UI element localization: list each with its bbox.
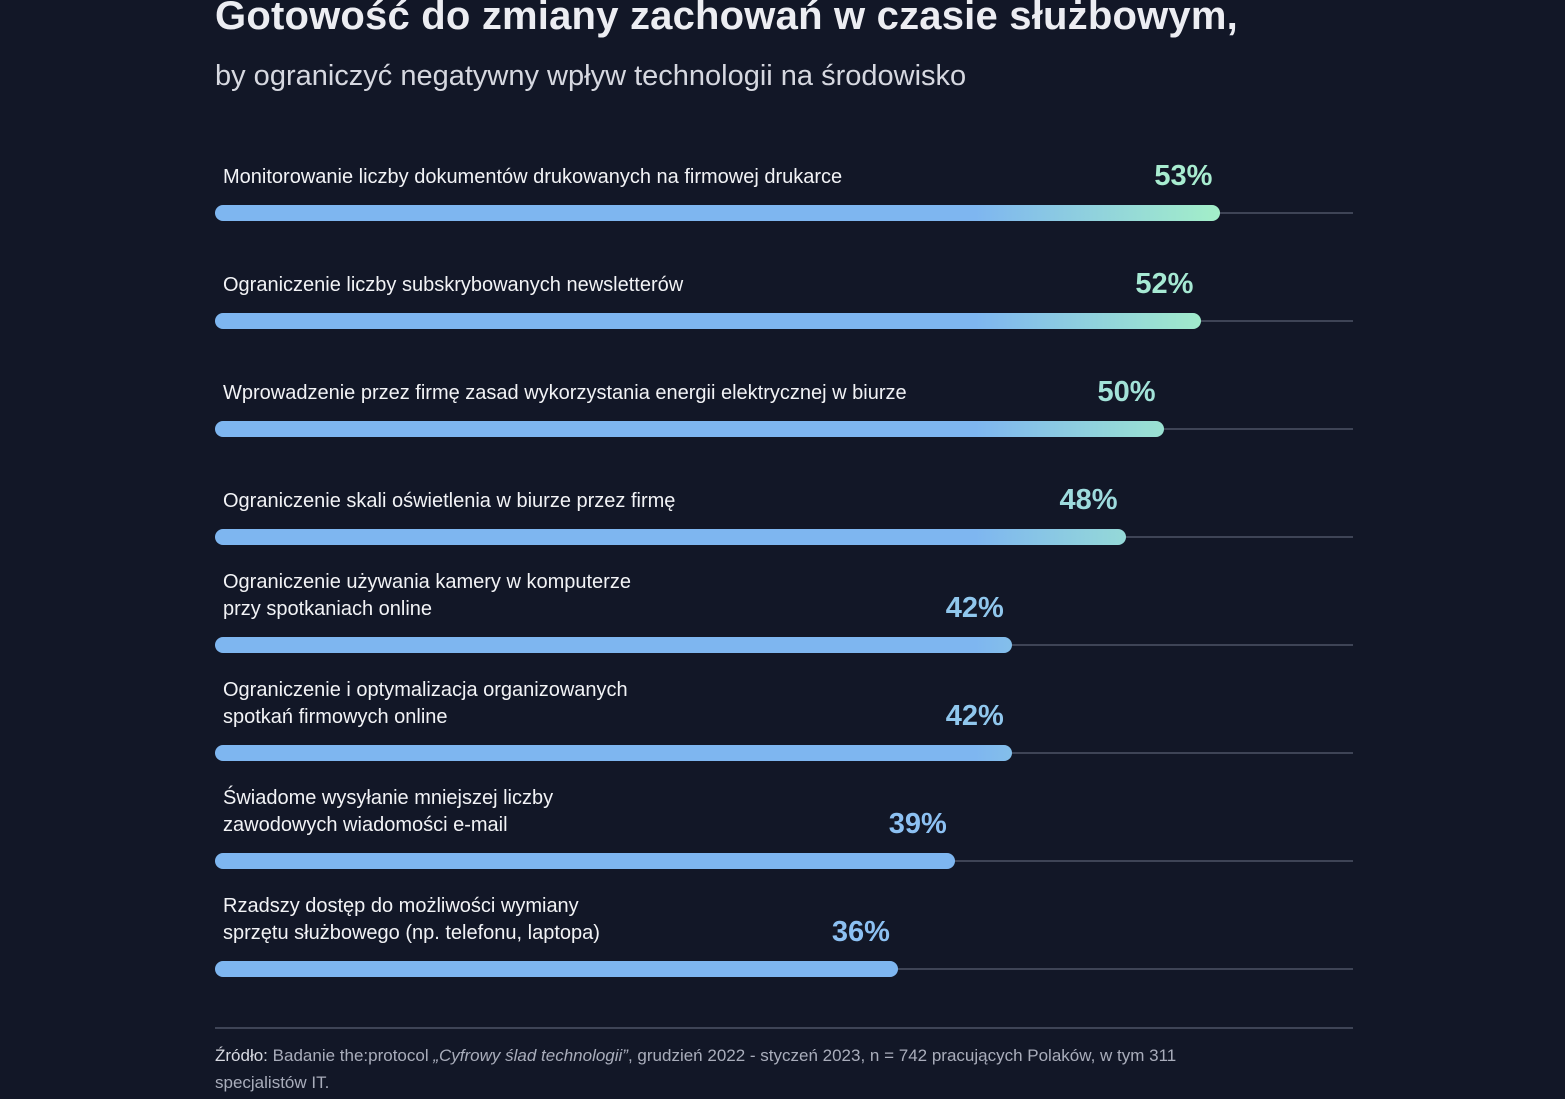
source-study-title: „Cyfrowy ślad technologii” [433,1046,628,1065]
category-label: Ograniczenie i optymalizacja organizowan… [223,679,628,728]
value-label: 48% [1059,484,1118,516]
value-label: 52% [1135,268,1194,300]
category-label: Monitorowanie liczby dokumentów drukowan… [223,166,843,188]
bar [215,745,1012,761]
value-label: 36% [831,916,890,948]
value-label: 42% [945,700,1004,732]
bar-row: Wprowadzenie przez firmę zasad wykorzyst… [215,337,1353,437]
chart-title: Gotowość do zmiany zachowań w czasie słu… [215,0,1238,38]
category-label: Rzadszy dostęp do możliwości wymiany spr… [223,895,600,944]
source-prefix: Badanie the:protocol [272,1046,429,1065]
category-label: Ograniczenie używania kamery w komputerz… [223,571,631,620]
bar-row: Rzadszy dostęp do możliwości wymiany spr… [215,877,1353,977]
source-label: Źródło: [215,1046,268,1065]
value-label: 42% [945,592,1004,624]
divider [215,1027,1353,1029]
source-note: Źródło: Badanie the:protocol „Cyfrowy śl… [215,1042,1215,1096]
value-label: 53% [1154,160,1213,192]
category-label: Ograniczenie skali oświetlenia w biurze … [223,490,676,512]
bar [215,529,1126,545]
bar [215,961,898,977]
bar [215,637,1012,653]
source-suffix: , grudzień 2022 - styczeń 2023, n = 742 … [215,1046,1177,1092]
bar-row: Ograniczenie skali oświetlenia w biurze … [215,445,1353,545]
bar-row: Świadome wysyłanie mniejszej liczby zawo… [215,769,1353,869]
chart-subtitle: by ograniczyć negatywny wpływ technologi… [215,60,967,92]
value-label: 50% [1097,376,1156,408]
value-label: 39% [888,808,947,840]
bar-row: Ograniczenie liczby subskrybowanych news… [215,229,1353,329]
bar-row: Ograniczenie i optymalizacja organizowan… [215,661,1353,761]
bar [215,313,1202,329]
category-label: Ograniczenie liczby subskrybowanych news… [223,274,684,296]
bar [215,205,1221,221]
bar-chart: Monitorowanie liczby dokumentów drukowan… [215,121,1353,977]
bar-row: Ograniczenie używania kamery w komputerz… [215,553,1353,653]
bar [215,853,955,869]
category-label: Świadome wysyłanie mniejszej liczby zawo… [223,787,554,836]
bar [215,421,1164,437]
category-label: Wprowadzenie przez firmę zasad wykorzyst… [223,382,907,404]
bar-row: Monitorowanie liczby dokumentów drukowan… [215,121,1353,221]
